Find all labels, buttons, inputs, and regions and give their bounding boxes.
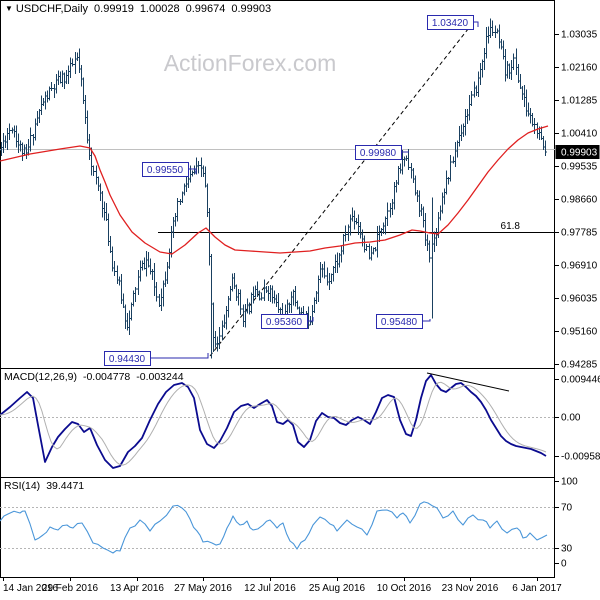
price-tag-label: 0.99550 xyxy=(147,165,184,176)
current-price-label: 0.99903 xyxy=(561,148,598,159)
macd-axis-label: 0.009446 xyxy=(561,375,600,386)
rsi-axis-label: 0 xyxy=(561,559,567,570)
price-tag-box xyxy=(142,162,189,177)
price-tag-box xyxy=(355,145,402,160)
macd-main-value: -0.004778 xyxy=(82,371,131,383)
rsi-axis-label: 70 xyxy=(561,503,573,514)
macd-trendline xyxy=(426,372,510,392)
price-tag-box xyxy=(104,351,151,366)
price-axis-label: 1.02160 xyxy=(561,62,598,73)
price-tag-connector xyxy=(150,353,209,359)
price-tag-connector xyxy=(307,317,314,322)
macd-signal-line xyxy=(0,381,547,466)
panel-border xyxy=(0,477,555,578)
rsi-header: RSI(14) 39.4471 xyxy=(4,480,90,492)
ohlc-close: 0.99903 xyxy=(231,3,272,15)
price-tag-label: 0.99980 xyxy=(360,148,397,159)
macd-axis-label: -0.009588 xyxy=(561,452,600,463)
price-axis-label: 0.96910 xyxy=(561,260,598,271)
chart-header: ▼ USDCHF,Daily 0.99919 1.00028 0.99674 0.9990… xyxy=(5,3,277,15)
price-axis-label: 1.01285 xyxy=(561,95,598,106)
price-tag-box xyxy=(427,15,474,30)
panel-border xyxy=(0,0,555,369)
price-axis-label: 1.03035 xyxy=(561,30,598,41)
current-price-tag xyxy=(555,145,600,159)
moving-average-line xyxy=(0,125,549,255)
price-axis-label: 0.97785 xyxy=(561,227,598,238)
price-tag-label: 0.95480 xyxy=(381,317,418,328)
price-axis-label: 0.96035 xyxy=(561,293,598,304)
macd-title: MACD(12,26,9) xyxy=(4,371,77,383)
rsi-current-value: 39.4471 xyxy=(46,480,85,492)
date-axis-label: 6 Jan 2017 xyxy=(512,583,562,594)
date-axis-label: 23 Nov 2016 xyxy=(442,583,499,594)
price-axis-label: 0.99535 xyxy=(561,161,598,172)
macd-axis-label: 0.00 xyxy=(561,413,581,424)
rsi-line xyxy=(0,501,548,554)
price-tag-connector xyxy=(473,21,479,27)
price-tag-label: 1.03420 xyxy=(432,18,469,29)
price-tag-label: 0.95360 xyxy=(266,317,303,328)
price-axis-label: 0.95160 xyxy=(561,326,598,337)
price-axis-label: 0.94285 xyxy=(561,359,598,370)
rsi-title: RSI(14) xyxy=(4,480,41,492)
ohlc-high: 1.00028 xyxy=(139,3,180,15)
macd-signal-value: -0.003244 xyxy=(136,371,184,383)
ohlc-open: 0.99919 xyxy=(94,3,134,15)
symbol-dropdown-icon[interactable]: ▼ xyxy=(5,4,13,13)
price-tag-connector xyxy=(422,319,431,322)
date-axis-label: 27 May 2016 xyxy=(174,583,232,594)
price-tag-label: 0.94430 xyxy=(109,354,146,365)
date-axis-label: 13 Apr 2016 xyxy=(110,583,164,594)
macd-line xyxy=(0,374,547,469)
price-tag-box xyxy=(376,314,423,329)
macd-header: MACD(12,26,9) -0.004778 -0.003244 xyxy=(4,371,190,383)
date-axis-label: 25 Aug 2016 xyxy=(309,583,366,594)
ohlc-low: 0.99674 xyxy=(185,3,226,15)
date-axis-label: 10 Oct 2016 xyxy=(377,583,432,594)
watermark: ActionForex.com xyxy=(163,50,337,76)
rsi-axis-label: 100 xyxy=(561,477,578,488)
rsi-axis-label: 30 xyxy=(561,544,573,555)
fib-level-label: 61.8 xyxy=(501,221,521,232)
symbol-label: USDCHF,Daily xyxy=(15,3,89,15)
price-axis-label: 0.98660 xyxy=(561,194,598,205)
price-tag-box xyxy=(261,314,308,329)
ohlc-bars xyxy=(0,18,547,359)
price-tag-connector xyxy=(188,168,197,174)
price-axis-label: 1.00410 xyxy=(561,128,598,139)
date-axis-label: 14 Jan 2016 xyxy=(3,583,58,594)
date-axis-label: 29 Feb 2016 xyxy=(42,583,99,594)
date-axis-label: 12 Jul 2016 xyxy=(244,583,296,594)
